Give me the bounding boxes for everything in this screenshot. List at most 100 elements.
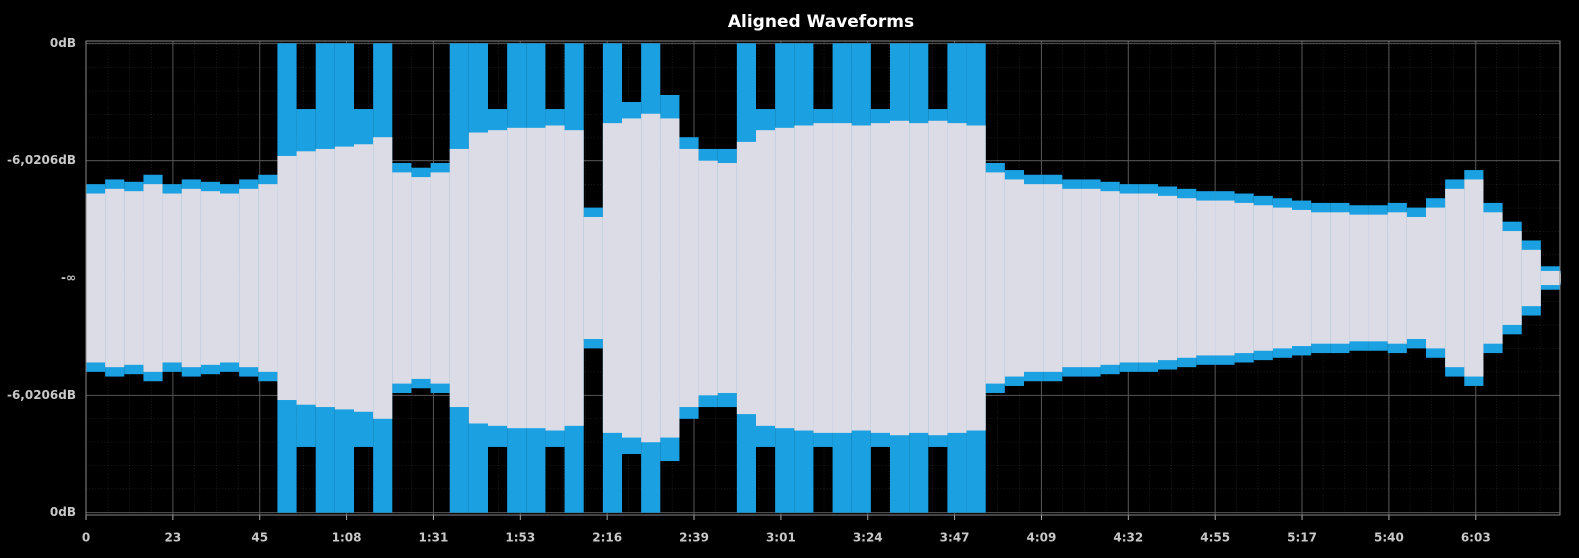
waveform-segment: [277, 155, 297, 401]
waveform-segment: [200, 191, 220, 365]
waveform-segment: [775, 127, 795, 429]
waveform-segment: [1253, 205, 1273, 351]
waveform-segment: [966, 125, 986, 431]
waveform-segment: [296, 151, 316, 405]
waveform-segment: [1234, 202, 1254, 354]
waveform-segment: [1464, 179, 1484, 377]
x-tick-label: 2:16: [592, 531, 622, 545]
waveform-segment: [1368, 214, 1388, 342]
x-tick-label: 0: [82, 531, 90, 545]
plot-frame: [85, 40, 1561, 516]
waveform-segment: [794, 125, 814, 431]
waveform-segment: [526, 127, 546, 429]
x-tick-label: 2:39: [679, 531, 709, 545]
waveform-segment: [86, 193, 106, 363]
waveform-segment: [354, 144, 374, 412]
waveform-segment: [1330, 212, 1350, 344]
x-tick-label: 4:32: [1113, 531, 1143, 545]
waveform-segment: [507, 127, 527, 429]
waveform-segment: [1426, 207, 1446, 349]
waveform-segment: [143, 184, 163, 372]
x-tick-label: 5:40: [1374, 531, 1404, 545]
waveform-segment: [315, 148, 335, 408]
waveform-segment: [488, 130, 508, 426]
waveform-segment: [622, 118, 642, 438]
waveform-segment: [583, 216, 603, 340]
waveform-segment: [928, 120, 948, 436]
waveform-segment: [1540, 270, 1560, 286]
waveform-segment: [756, 130, 776, 426]
waveform-segment: [1311, 212, 1331, 344]
waveform-segment: [736, 141, 756, 415]
waveform-segment: [1024, 184, 1044, 372]
x-tick-label: 1:53: [505, 531, 535, 545]
waveform-segment: [870, 123, 890, 433]
waveform-segment: [909, 123, 929, 433]
x-tick-label: 5:17: [1287, 531, 1317, 545]
x-tick-label: 1:31: [419, 531, 449, 545]
x-tick-label: 4:55: [1200, 531, 1230, 545]
y-tick-label: 0dB: [50, 36, 76, 50]
waveform-segment: [392, 172, 412, 384]
waveform-segment: [564, 130, 584, 426]
x-tick-label: 4:09: [1027, 531, 1057, 545]
waveform-segment: [1349, 214, 1369, 342]
waveform-segment: [105, 188, 125, 368]
waveform-segment: [162, 193, 182, 363]
waveform-segment: [1100, 191, 1120, 365]
waveform-segment: [947, 123, 967, 433]
waveform-segment: [641, 113, 661, 443]
waveform-segment: [1158, 195, 1178, 361]
waveform-segment: [1483, 212, 1503, 344]
y-tick-label: -6,0206dB: [7, 388, 76, 402]
waveforms: [86, 43, 1561, 513]
waveform-segment: [1043, 184, 1063, 372]
waveform-segment: [985, 172, 1005, 384]
x-tick-label: 3:24: [853, 531, 883, 545]
waveform-segment: [239, 188, 259, 368]
x-tick-label: 3:47: [940, 531, 970, 545]
waveform-segment: [1215, 200, 1235, 356]
waveform-segment: [468, 132, 488, 424]
waveform-segment: [1177, 198, 1197, 358]
waveform-segment: [1521, 249, 1541, 307]
waveform-segment: [1081, 188, 1101, 368]
waveform-segment: [832, 123, 852, 433]
waveform-segment: [851, 125, 871, 431]
waveform-segment: [1387, 212, 1407, 344]
waveform-segment: [1196, 200, 1216, 356]
x-tick-label: 45: [251, 531, 268, 545]
waveform-segment: [813, 123, 833, 433]
waveform-segment: [890, 120, 910, 436]
chart-title: Aligned Waveforms: [728, 12, 914, 32]
x-tick-label: 3:01: [766, 531, 796, 545]
waveform-segment: [411, 177, 431, 379]
y-tick-label: 0dB: [50, 505, 76, 519]
waveform-segment: [602, 123, 622, 433]
waveform-segment: [258, 184, 278, 372]
x-tick-label: 6:03: [1461, 531, 1491, 545]
x-tick-label: 1:08: [332, 531, 362, 545]
axes: 0dB -6,0206dB -∞ -6,0206dB 0dB 0 23 45 1:08 1:31 1…: [7, 36, 1491, 545]
y-tick-label: -6,0206dB: [7, 153, 76, 167]
waveform-segment: [1445, 188, 1465, 368]
waveform-segment: [545, 125, 565, 431]
x-tick-label: 23: [165, 531, 182, 545]
y-tick-label: -∞: [61, 271, 76, 285]
waveform-segment: [220, 193, 240, 363]
waveform-segment: [1138, 193, 1158, 363]
waveform-segment: [1004, 179, 1024, 377]
waveform-segment: [698, 160, 718, 396]
waveform-segment: [679, 148, 699, 408]
waveform-segment: [1502, 231, 1522, 325]
waveform-segment: [334, 146, 354, 410]
waveform-segment: [181, 188, 201, 368]
waveform-segment: [1119, 193, 1139, 363]
waveform-segment: [124, 191, 144, 365]
waveform-segment: [373, 137, 393, 419]
waveform-segment: [717, 163, 737, 393]
waveform-segment: [430, 172, 450, 384]
waveform-segment: [660, 118, 680, 438]
waveform-segment: [1272, 207, 1292, 349]
